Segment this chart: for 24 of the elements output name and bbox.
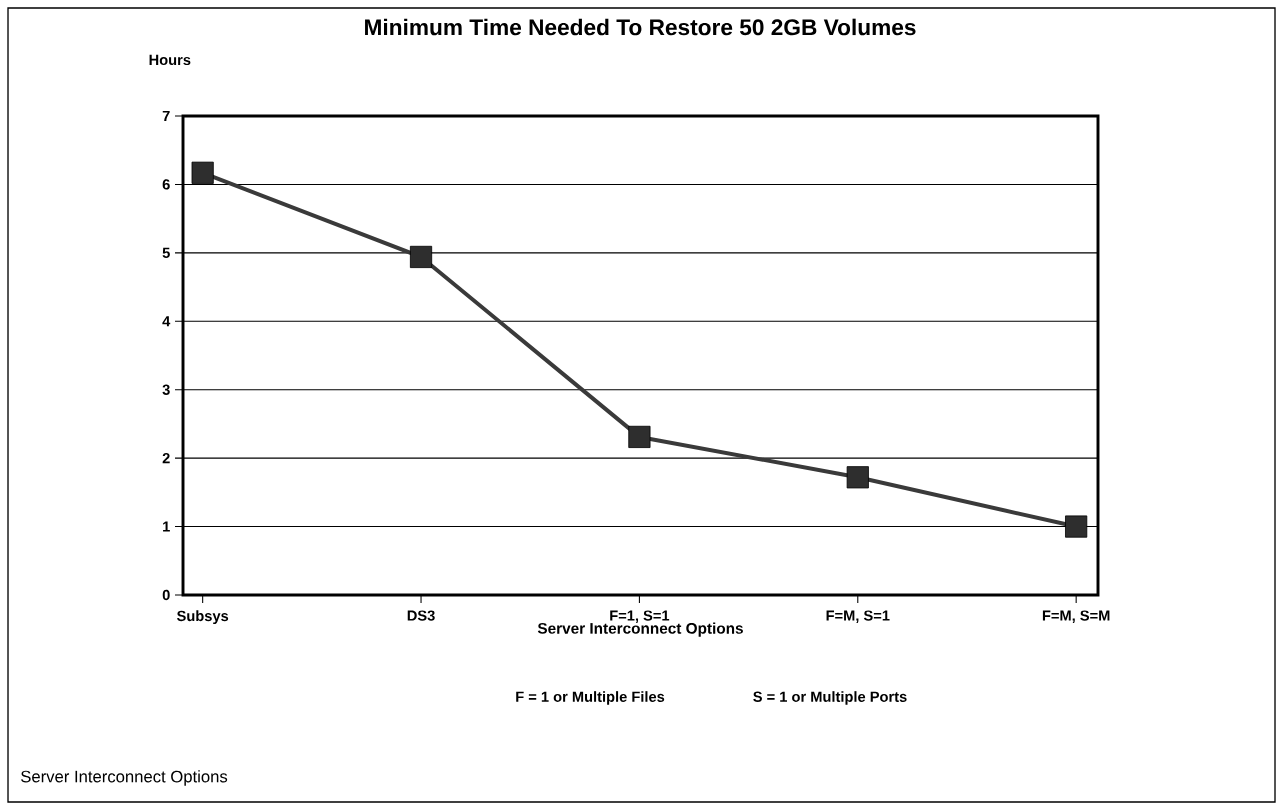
- x-tick-label: F=M, S=1: [826, 610, 890, 623]
- text: F = 1 or Multiple Files: [516, 691, 665, 705]
- y-tick-label: 0: [162, 589, 170, 601]
- y-axis-title: Hours: [149, 54, 191, 66]
- point: [846, 466, 869, 489]
- y-tick-label: 1: [163, 521, 170, 532]
- x-tick-label: F=M, S=M: [1042, 610, 1110, 623]
- text: S = 1 or Multiple Ports: [753, 691, 907, 705]
- y-tick-label: 7: [162, 110, 170, 122]
- y-tick-label: 2: [162, 453, 170, 464]
- y-tick-label: 5: [162, 247, 170, 258]
- x-axis-title: Server Interconnect Options: [537, 622, 743, 637]
- chart-title: Minimum Time Needed To Restore 50 2GB Volumes: [365, 18, 916, 36]
- point: [628, 425, 651, 448]
- x-tick-label: F=1, S=1: [610, 610, 670, 623]
- y-tick-label: 6: [162, 179, 170, 190]
- point: [191, 161, 214, 184]
- point: [1065, 515, 1088, 538]
- text: Server Interconnect Options: [21, 770, 228, 786]
- y-tick-label: 4: [162, 316, 171, 327]
- x-tick-label: DS3: [407, 610, 435, 621]
- y-tick-label: 3: [162, 384, 170, 395]
- point: [409, 245, 433, 269]
- x-tick-label: Subsys: [176, 610, 229, 625]
